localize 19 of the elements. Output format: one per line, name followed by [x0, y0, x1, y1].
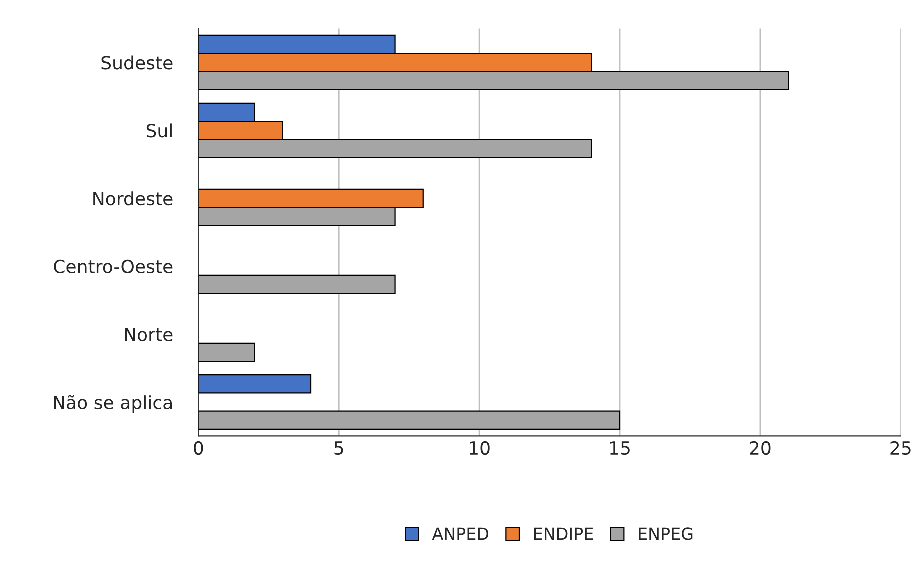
bar [198, 274, 396, 294]
y-tick-label: Centro-Oeste [54, 260, 173, 274]
bar [198, 410, 621, 430]
x-tick-label: 25 [890, 441, 911, 456]
x-tick-label: 20 [750, 441, 771, 456]
x-tick-label: 5 [334, 442, 344, 456]
x-tick-label: 15 [610, 442, 630, 456]
y-tick-label: Norte [125, 328, 173, 342]
bar [198, 342, 256, 362]
legend-label: ANPED [432, 528, 489, 540]
x-tick-label: 10 [470, 441, 490, 456]
y-tick-label: Não se aplica [54, 395, 172, 414]
y-tick-label: Sul [146, 124, 172, 138]
x-tick-label: 0 [194, 441, 204, 456]
y-tick-label: Sudeste [102, 56, 173, 70]
legend-label: ENPEG [639, 528, 693, 540]
y-tick-label: Nordeste [94, 192, 173, 206]
legend-label: ENDIPE [534, 528, 594, 540]
bar [198, 374, 312, 394]
